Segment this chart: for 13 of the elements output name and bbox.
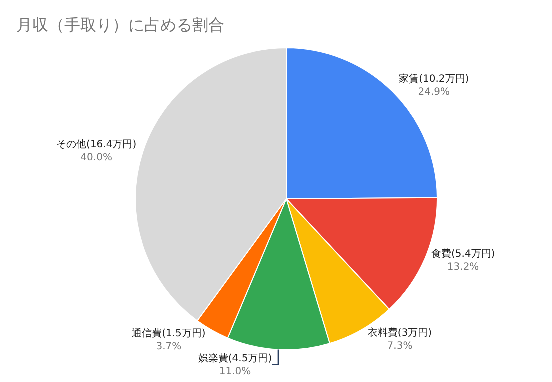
slice-label: 食費(5.4万円) (431, 248, 496, 260)
slice-label: その他(16.4万円) (56, 138, 137, 150)
data-label: 7.3% (387, 340, 413, 352)
data-label: 13.2% (447, 262, 480, 274)
data-label: 40.0% (80, 152, 112, 164)
chart-title: 月収（手取り）に占める割合 (16, 15, 225, 34)
slice-label: 家賃(10.2万円) (399, 73, 470, 86)
data-label: 11.0% (219, 366, 252, 378)
data-label: 3.7% (156, 341, 182, 352)
data-label: 24.9% (418, 87, 450, 98)
slice-label: 通信費(1.5万円) (132, 327, 206, 340)
slice-label: 衣料費(3万円) (368, 326, 432, 339)
slice-label: 娯楽費(4.5万円) (198, 352, 272, 364)
